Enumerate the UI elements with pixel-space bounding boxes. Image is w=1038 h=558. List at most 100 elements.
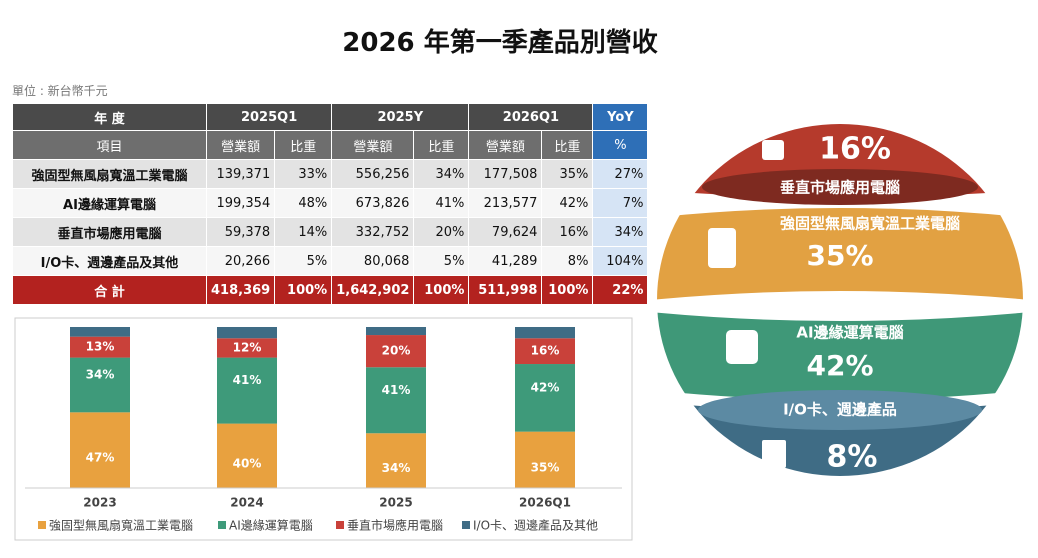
table-row: I/O卡、週邊產品及其他 20,266 5% 80,068 5% 41,289 8% 104% [12, 246, 649, 276]
bar-segment [515, 431, 575, 488]
bar-segment [366, 433, 426, 488]
table-cell: 比重 [413, 130, 470, 160]
x-tick-label: 2025 [379, 496, 412, 510]
table-cell: 511,998 [468, 275, 543, 305]
table-cell: AI邊緣運算電腦 [12, 188, 207, 218]
data-label: 35% [531, 460, 560, 474]
segment-label: 強固型無風扇寬溫工業電腦 [780, 215, 960, 233]
sphere [657, 124, 1023, 476]
table-cell: 27% [592, 159, 649, 189]
segment-percent: 35% [806, 239, 873, 272]
table-cell: 41% [413, 188, 470, 218]
band-green [657, 312, 1023, 400]
legend-swatch [336, 521, 344, 529]
table-cell: 強固型無風扇寬溫工業電腦 [12, 159, 207, 189]
table-cell: 34% [592, 217, 649, 247]
bar-segment [366, 335, 426, 368]
table-cell: YoY [592, 103, 649, 131]
table-cell: 營業額 [205, 130, 276, 160]
table-cell: 項目 [12, 130, 207, 160]
table-cell: 33% [274, 159, 333, 189]
bar-segment [515, 327, 575, 339]
segment-percent: 8% [827, 440, 878, 475]
segment-percent: 42% [806, 349, 873, 382]
table-cell: 1,642,902 [331, 275, 415, 305]
legend-swatch [462, 521, 470, 529]
table-cell: 5% [274, 246, 333, 276]
table-row: 年 度 2025Q1 2025Y 2026Q1 YoY [12, 103, 649, 131]
table-cell: 80,068 [331, 246, 415, 276]
bar-segment [217, 338, 277, 358]
table-cell: 213,577 [468, 188, 543, 218]
table-cell: 556,256 [331, 159, 415, 189]
table-cell: 79,624 [468, 217, 543, 247]
legend-label: 垂直市場應用電腦 [347, 518, 443, 533]
bar-segment [217, 357, 277, 424]
table-cell: 35% [541, 159, 594, 189]
bar-segment [70, 336, 130, 358]
table-cell: 332,752 [331, 217, 415, 247]
table-cell: 41,289 [468, 246, 543, 276]
table-cell: 104% [592, 246, 649, 276]
table-cell: 合 計 [12, 275, 207, 305]
table-cell: 34% [413, 159, 470, 189]
segment-label: 垂直市場應用電腦 [780, 179, 900, 197]
table-row: 垂直市場應用電腦 59,378 14% 332,752 20% 79,624 16% 34% [12, 217, 649, 247]
segment-label: AI邊緣運算電腦 [796, 324, 903, 342]
table-row: 項目 營業額 比重 營業額 比重 營業額 比重% [12, 130, 649, 160]
legend-swatch [218, 521, 226, 529]
table-cell: 20,266 [205, 246, 276, 276]
segment-percent: 16% [819, 132, 891, 167]
data-label: 16% [531, 344, 560, 358]
table-cell: 177,508 [468, 159, 543, 189]
bar-segment [217, 423, 277, 488]
table-cell: 673,826 [331, 188, 415, 218]
table-cell: 營業額 [331, 130, 415, 160]
band-red [657, 124, 1023, 198]
data-label: 20% [382, 344, 411, 358]
table-row: AI邊緣運算電腦 199,354 48% 673,826 41% 213,577 42% 7% [12, 188, 649, 218]
table-cell: 8% [541, 246, 594, 276]
table-cell: 139,371 [205, 159, 276, 189]
bar-segment [70, 412, 130, 488]
x-tick-label: 2023 [83, 496, 116, 510]
icons [708, 140, 786, 468]
unit-note: 單位 : 新台幣千元 [12, 84, 108, 98]
bar-segment [70, 327, 130, 337]
data-label: 40% [233, 456, 262, 470]
label-plate [698, 390, 982, 430]
table-cell: 418,369 [205, 275, 276, 305]
table-cell: 2025Q1 [205, 103, 333, 131]
icon-robot [726, 330, 758, 364]
data-label: 42% [531, 380, 560, 394]
data-label: 47% [86, 451, 115, 465]
legend-label: 強固型無風扇寬溫工業電腦 [49, 518, 193, 533]
table-cell: 100% [413, 275, 470, 305]
bar-segment [366, 367, 426, 434]
table-cell: 48% [274, 188, 333, 218]
data-label: 41% [382, 383, 411, 397]
table-cell: I/O卡、週邊產品及其他 [12, 246, 207, 276]
table-cell: 2025Y [331, 103, 470, 131]
data-label: 12% [233, 340, 262, 354]
title: 2026 年第一季產品別營收 [342, 28, 658, 58]
data-label: 34% [86, 367, 115, 381]
band-orange [657, 208, 1023, 300]
table-cell: 199,354 [205, 188, 276, 218]
legend-label: AI邊緣運算電腦 [229, 518, 313, 533]
table-cell: 100% [541, 275, 594, 305]
legend-label: I/O卡、週邊產品及其他 [473, 518, 598, 533]
table-row: 合 計 418,369 100% 1,642,902 100% 511,998 100% 22… [12, 275, 649, 305]
icon-pc [708, 228, 736, 268]
table-cell: 5% [413, 246, 470, 276]
table-cell: 20% [413, 217, 470, 247]
table-cell: 22% [592, 275, 649, 305]
label-plate [702, 169, 978, 205]
bar-segment [217, 327, 277, 339]
data-label: 34% [382, 461, 411, 475]
table-cell: 比重 [274, 130, 333, 160]
x-tick-label: 2024 [230, 496, 263, 510]
table-cell: % [592, 130, 649, 160]
icon-robot-arm [762, 140, 784, 160]
